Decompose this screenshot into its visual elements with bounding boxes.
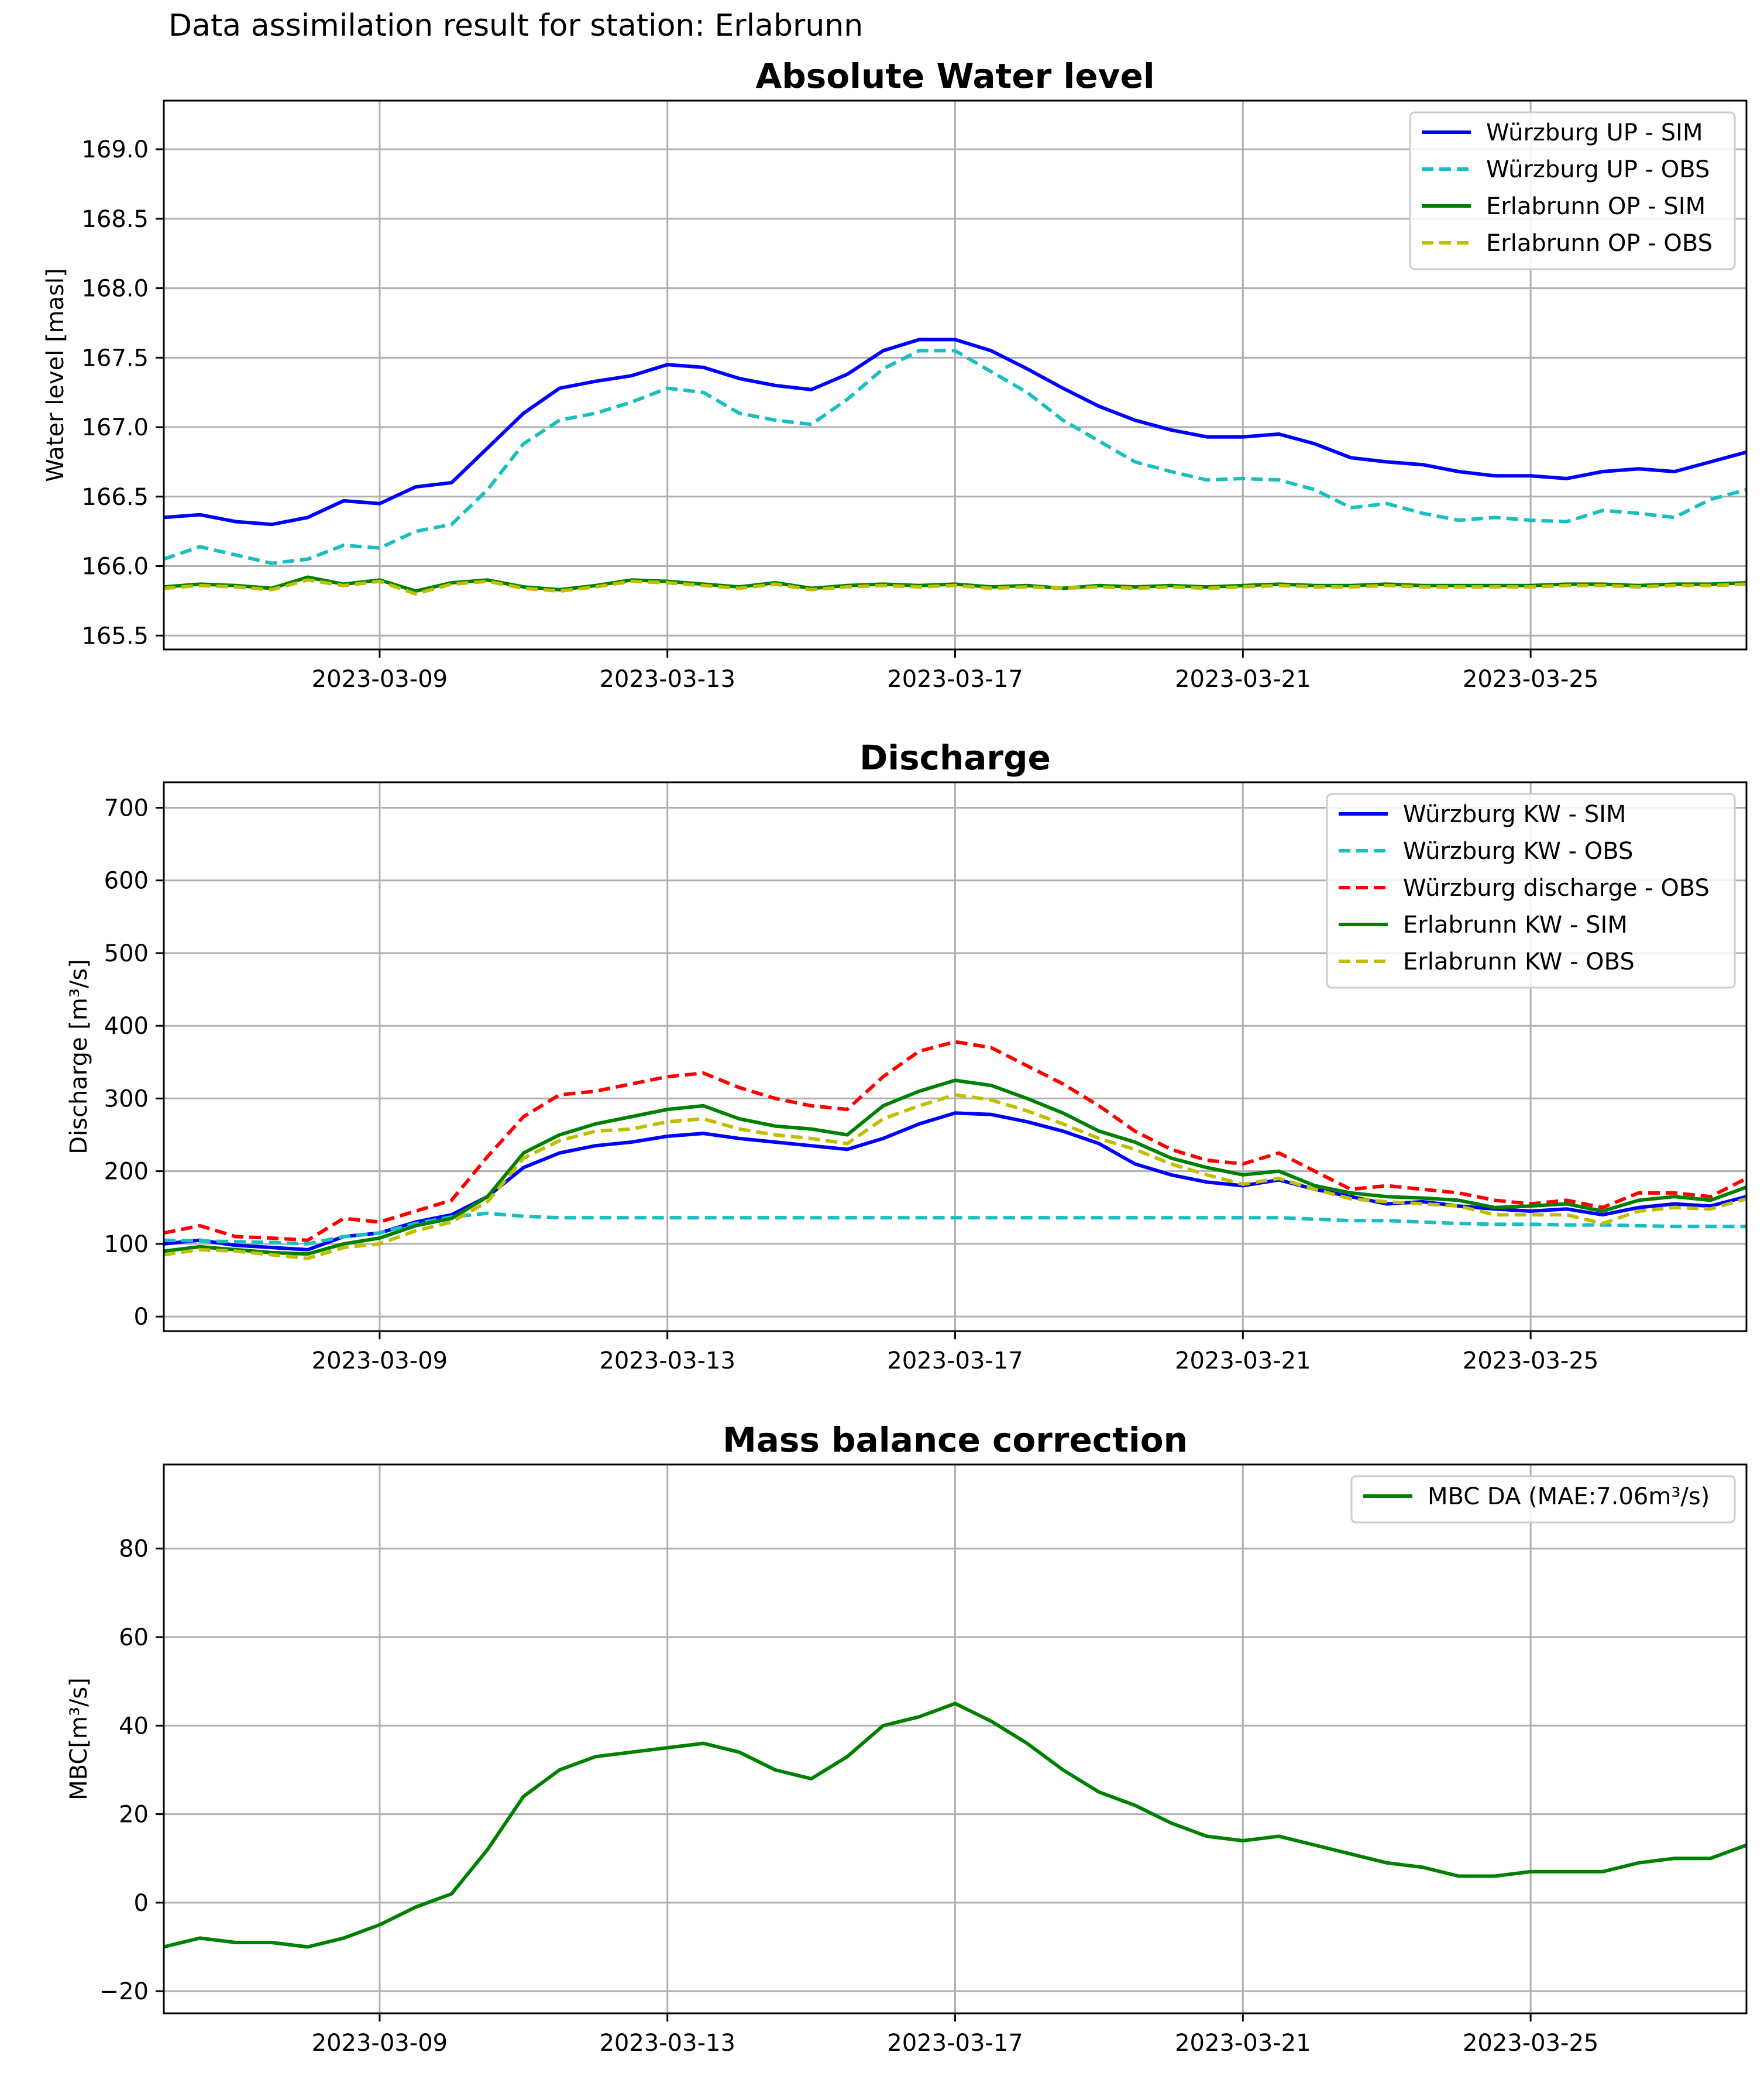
axes-frame	[163, 99, 1748, 651]
series-line-1	[164, 338, 1746, 527]
legend-label-2: Würzburg KW - OBS	[1403, 838, 1633, 865]
y-axis-label: Water level [masl]	[42, 268, 69, 482]
chart-panel-2: 2023-03-09 2023-03-13 2023-03-17 2023-03-21…	[66, 738, 1748, 1374]
series-group	[164, 1040, 1746, 1260]
y-tick-label: 168.5	[81, 206, 149, 233]
legend-box	[1409, 111, 1736, 270]
series-line-3	[164, 1040, 1746, 1242]
series-group	[164, 1701, 1746, 1949]
legend-label-4: Erlabrunn KW - SIM	[1403, 912, 1628, 938]
legend-label-5: Erlabrunn KW - OBS	[1403, 948, 1635, 975]
y-tick-label: 20	[119, 1802, 149, 1828]
x-tick-label: 2023-03-17	[887, 1347, 1023, 1374]
y-tick-label: 80	[119, 1536, 149, 1563]
y-tick-label: 60	[119, 1624, 149, 1651]
series-line-4	[164, 1078, 1746, 1256]
x-tick-label: 2023-03-25	[1463, 1347, 1598, 1374]
x-tick-label: 2023-03-21	[1175, 2030, 1311, 2057]
chart-title: Absolute Water level	[755, 56, 1154, 96]
axes-frame	[163, 1463, 1748, 2014]
legend-box	[1350, 1475, 1736, 1524]
y-tick-label: 167.5	[81, 345, 149, 372]
legend-box	[1326, 793, 1736, 989]
y-tick-label: 166.5	[81, 484, 149, 511]
chart-title: Mass balance correction	[723, 1420, 1188, 1460]
y-tick-label: 165.5	[81, 623, 149, 649]
legend-label-1: MBC DA (MAE:7.06m³/s)	[1428, 1483, 1710, 1510]
chart-panel-3: 2023-03-09 2023-03-13 2023-03-17 2023-03-21…	[66, 1420, 1748, 2057]
x-tick-label: 2023-03-13	[599, 1347, 735, 1374]
y-tick-label: 600	[104, 868, 149, 895]
legend-label-4: Erlabrunn OP - OBS	[1486, 230, 1713, 257]
x-tick-label: 2023-03-21	[1175, 666, 1311, 693]
chart-panel-1: 2023-03-09 2023-03-13 2023-03-17 2023-03-21…	[42, 56, 1748, 693]
y-tick-label: 166.0	[81, 554, 149, 580]
x-tick-label: 2023-03-13	[599, 2030, 735, 2057]
legend-label-3: Würzburg discharge - OBS	[1403, 875, 1710, 902]
y-tick-label: 0	[134, 1304, 149, 1331]
x-tick-label: 2023-03-25	[1463, 666, 1598, 693]
series-line-1	[164, 1701, 1746, 1949]
y-tick-label: 167.0	[81, 414, 149, 441]
figure-suptitle: Data assimilation result for station: Er…	[169, 8, 864, 43]
series-line-2	[164, 1211, 1746, 1246]
y-tick-label: 500	[104, 940, 149, 967]
y-tick-label: 100	[104, 1231, 149, 1258]
series-line-4	[164, 578, 1746, 596]
x-tick-label: 2023-03-17	[887, 2030, 1023, 2057]
y-axis-label: Discharge [m³/s]	[66, 959, 92, 1154]
series-group	[164, 338, 1746, 596]
y-tick-label: 300	[104, 1085, 149, 1112]
x-tick-label: 2023-03-25	[1463, 2030, 1598, 2057]
y-tick-label: −20	[99, 1978, 149, 2005]
y-tick-label: 200	[104, 1158, 149, 1185]
legend-label-1: Würzburg KW - SIM	[1403, 801, 1626, 828]
legend-label-1: Würzburg UP - SIM	[1486, 119, 1703, 146]
y-tick-label: 700	[104, 795, 149, 821]
y-tick-label: 169.0	[81, 136, 149, 163]
y-tick-label: 0	[134, 1890, 149, 1917]
x-tick-label: 2023-03-09	[312, 2030, 448, 2057]
y-axis-label: MBC[m³/s]	[66, 1677, 92, 1800]
y-tick-label: 168.0	[81, 276, 149, 302]
x-tick-label: 2023-03-21	[1175, 1347, 1311, 1374]
series-line-5	[164, 1093, 1746, 1260]
chart-title: Discharge	[859, 738, 1051, 778]
legend-label-3: Erlabrunn OP - SIM	[1486, 193, 1705, 220]
x-tick-label: 2023-03-17	[887, 666, 1023, 693]
axes-frame	[163, 781, 1748, 1332]
legend-label-2: Würzburg UP - OBS	[1486, 156, 1710, 183]
x-tick-label: 2023-03-09	[312, 666, 448, 693]
y-tick-label: 400	[104, 1013, 149, 1040]
x-tick-label: 2023-03-09	[312, 1347, 448, 1374]
series-line-2	[164, 349, 1746, 565]
x-tick-label: 2023-03-13	[599, 666, 735, 693]
y-tick-label: 40	[119, 1713, 149, 1739]
